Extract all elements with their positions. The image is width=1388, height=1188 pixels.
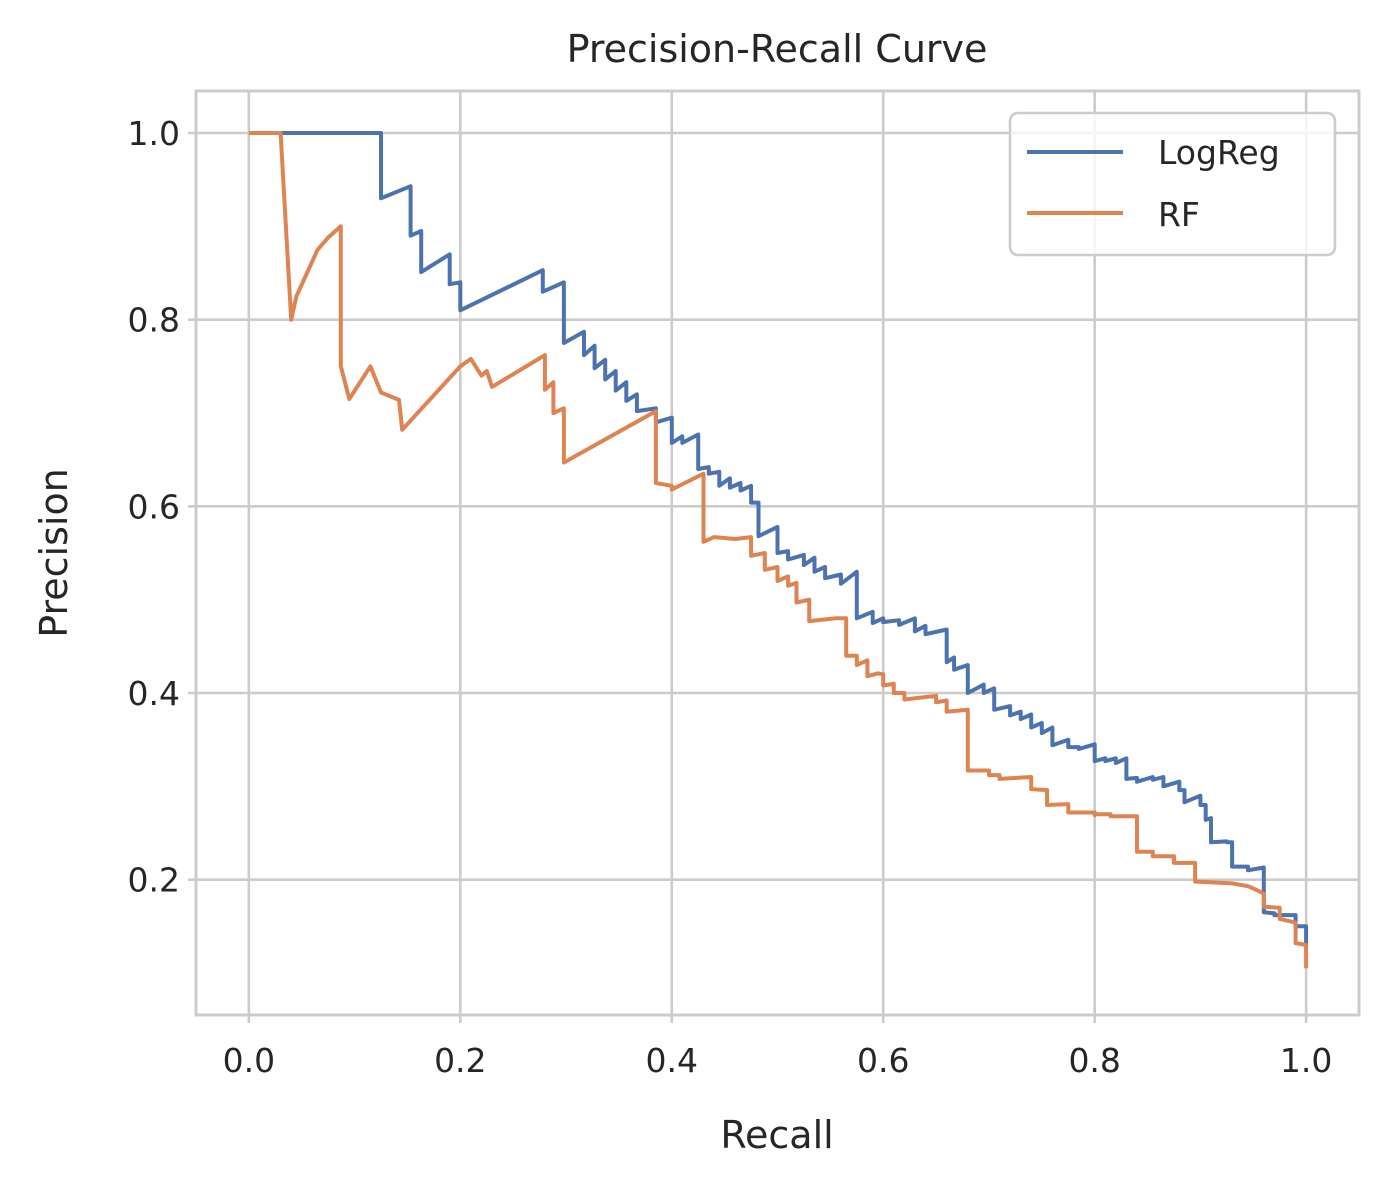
legend-label-logreg: LogReg <box>1158 133 1280 172</box>
x-axis-ticks: 0.0 0.2 0.4 0.6 0.8 1.0 <box>223 1015 1332 1080</box>
legend: LogReg RF <box>1008 111 1337 257</box>
y-tick-label: 0.6 <box>128 487 180 526</box>
x-tick-label: 0.6 <box>857 1041 909 1080</box>
chart-title: Precision-Recall Curve <box>567 27 988 71</box>
x-tick-label: 0.8 <box>1068 1041 1120 1080</box>
x-tick-label: 0.2 <box>434 1041 486 1080</box>
series-line-logreg <box>248 131 1309 947</box>
y-tick-label: 0.4 <box>128 674 180 713</box>
x-tick-label: 0.0 <box>223 1041 275 1080</box>
y-axis-ticks: 0.2 0.4 0.6 0.8 1.0 <box>128 114 196 900</box>
plot-frame <box>194 89 1361 1017</box>
x-tick-label: 0.4 <box>646 1041 698 1080</box>
legend-label-rf: RF <box>1158 195 1200 234</box>
y-tick-label: 0.8 <box>128 301 180 340</box>
y-tick-label: 1.0 <box>128 114 180 153</box>
y-axis-label: Precision <box>32 468 76 638</box>
series-layer <box>248 131 1309 969</box>
y-tick-label: 0.2 <box>128 861 180 900</box>
series-line-rf <box>248 131 1309 969</box>
x-axis-label: Recall <box>720 1113 833 1157</box>
x-tick-label: 1.0 <box>1280 1041 1332 1080</box>
legend-box <box>1008 111 1337 257</box>
